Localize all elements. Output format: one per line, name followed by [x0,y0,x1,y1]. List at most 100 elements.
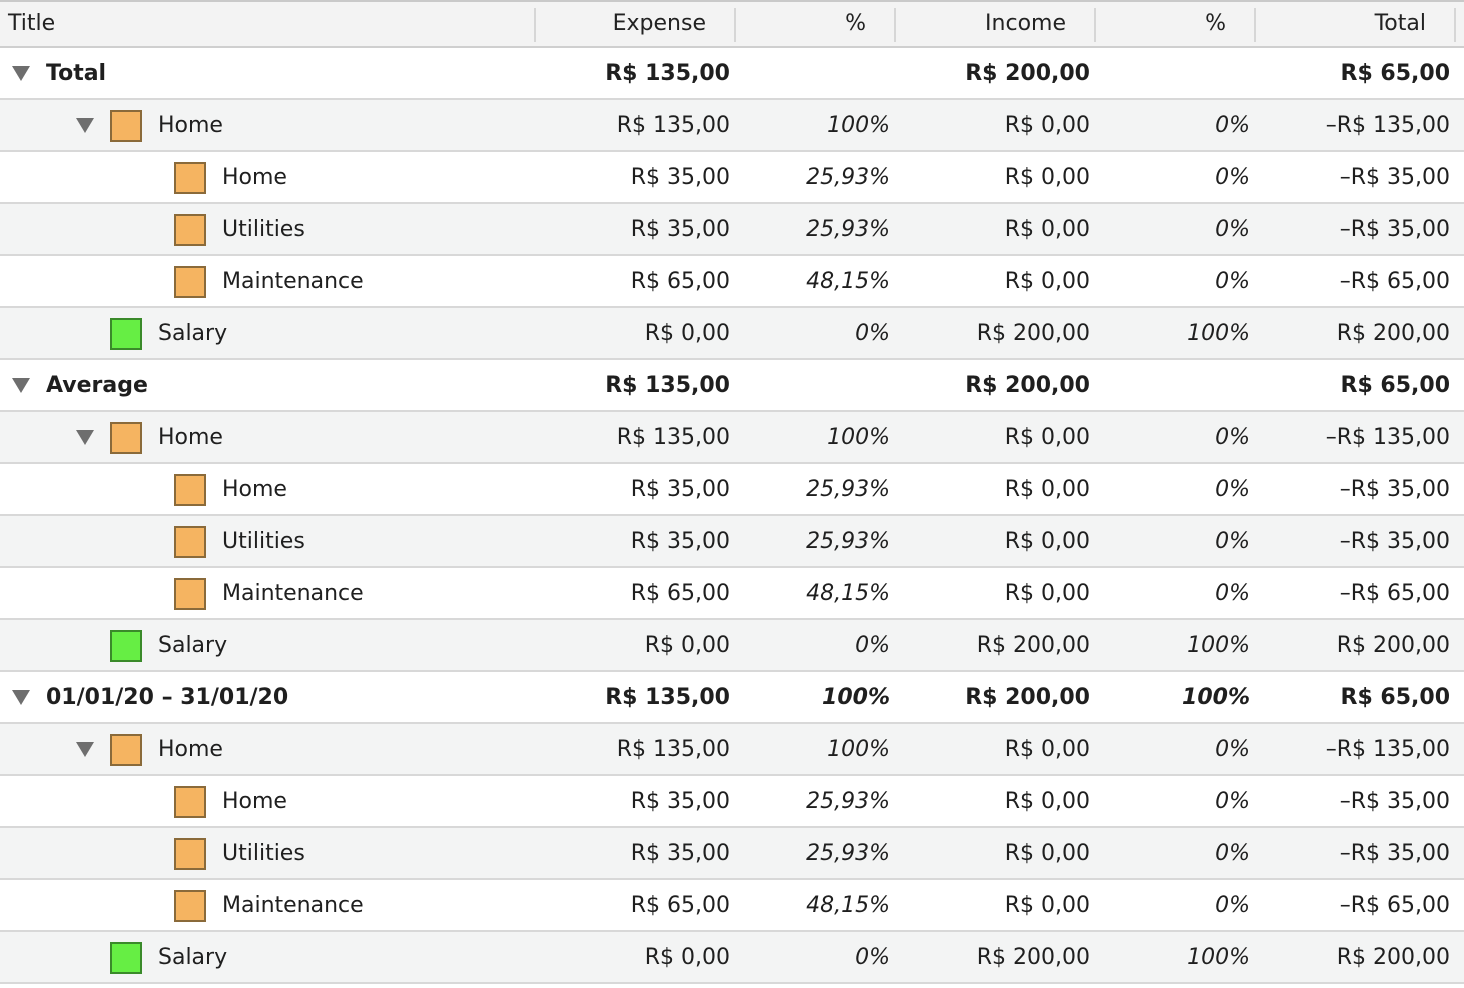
row-income-percent: 0% [1215,529,1250,554]
row-income-percent: 100% [1182,685,1250,710]
row-expense: R$ 65,00 [630,581,730,606]
outline-group-row[interactable]: Average R$ 135,00 R$ 200,00 R$ 65,00 [0,360,1464,412]
outline-row[interactable]: Home R$ 135,00 100% R$ 0,00 0% –R$ 135,00 [0,100,1464,152]
row-expense-percent: 48,15% [806,581,890,606]
row-total: R$ 65,00 [1340,685,1451,710]
outline-row[interactable]: Home R$ 135,00 100% R$ 0,00 0% –R$ 135,00 [0,724,1464,776]
row-title: Home [222,477,287,502]
row-income: R$ 0,00 [1004,217,1090,242]
row-total: –R$ 65,00 [1339,269,1450,294]
row-title: 01/01/20 – 31/01/20 [46,685,289,710]
row-income-percent: 0% [1215,789,1250,814]
column-divider[interactable] [1254,8,1256,42]
row-expense: R$ 0,00 [644,945,730,970]
row-income: R$ 200,00 [976,633,1090,658]
row-income: R$ 200,00 [976,321,1090,346]
disclosure-triangle-icon[interactable] [76,118,94,133]
row-income-percent: 0% [1215,477,1250,502]
column-header-income-percent[interactable]: % [1205,11,1226,36]
disclosure-triangle-icon[interactable] [12,66,30,81]
row-income-percent: 0% [1215,841,1250,866]
row-expense: R$ 135,00 [616,113,730,138]
outline-row[interactable]: Home R$ 35,00 25,93% R$ 0,00 0% –R$ 35,00 [0,464,1464,516]
row-expense-percent: 25,93% [806,789,890,814]
row-title: Home [222,789,287,814]
column-header-income[interactable]: Income [985,11,1066,36]
row-income: R$ 200,00 [976,945,1090,970]
column-header-expense-percent[interactable]: % [845,11,866,36]
disclosure-triangle-icon[interactable] [76,430,94,445]
category-color-swatch-icon [174,266,206,298]
row-expense-percent: 25,93% [806,217,890,242]
category-color-swatch-icon [110,318,142,350]
row-income: R$ 0,00 [1004,737,1090,762]
row-expense-percent [740,48,890,98]
outline-row[interactable]: Home R$ 35,00 25,93% R$ 0,00 0% –R$ 35,00 [0,776,1464,828]
row-title: Home [158,425,223,450]
row-expense-percent: 25,93% [806,165,890,190]
row-income: R$ 0,00 [1004,789,1090,814]
row-title: Total [46,61,107,86]
row-title: Home [222,165,287,190]
row-expense: R$ 0,00 [644,321,730,346]
row-expense-percent: 0% [855,945,890,970]
row-expense-percent: 100% [822,685,890,710]
row-title: Maintenance [222,269,364,294]
row-title: Salary [158,321,228,346]
column-divider[interactable] [734,8,736,42]
column-header-bar: Title Expense % Income % Total [0,0,1464,48]
outline-row[interactable]: Maintenance R$ 65,00 48,15% R$ 0,00 0% –R$ 65… [0,880,1464,932]
outline-group-row[interactable]: Total R$ 135,00 R$ 200,00 R$ 65,00 [0,48,1464,100]
column-header-title[interactable]: Title [8,11,56,36]
column-divider[interactable] [894,8,896,42]
row-income: R$ 0,00 [1004,581,1090,606]
row-income-percent: 0% [1215,425,1250,450]
outline-row[interactable]: Maintenance R$ 65,00 48,15% R$ 0,00 0% –R$ 65… [0,568,1464,620]
outline-row[interactable]: Salary R$ 0,00 0% R$ 200,00 100% R$ 200,00 [0,620,1464,672]
column-divider[interactable] [534,8,536,42]
row-expense-percent [740,360,890,410]
outline-row[interactable]: Utilities R$ 35,00 25,93% R$ 0,00 0% –R$ 35,0… [0,204,1464,256]
column-divider[interactable] [1094,8,1096,42]
disclosure-triangle-icon[interactable] [76,742,94,757]
category-color-swatch-icon [110,942,142,974]
row-total: –R$ 35,00 [1339,217,1450,242]
outline-row[interactable]: Salary R$ 0,00 0% R$ 200,00 100% R$ 200,00 [0,932,1464,984]
category-color-swatch-icon [174,786,206,818]
row-income-percent: 0% [1215,165,1250,190]
category-color-swatch-icon [174,526,206,558]
row-income-percent: 100% [1187,321,1250,346]
category-color-swatch-icon [174,214,206,246]
outline-row[interactable]: Utilities R$ 35,00 25,93% R$ 0,00 0% –R$ 35,0… [0,516,1464,568]
row-title: Utilities [222,841,305,866]
outline-group-row[interactable]: 01/01/20 – 31/01/20 R$ 135,00 100% R$ 200,0… [0,672,1464,724]
row-income: R$ 0,00 [1004,893,1090,918]
category-color-swatch-icon [174,838,206,870]
column-header-total[interactable]: Total [1374,11,1426,36]
column-header-expense[interactable]: Expense [612,11,706,36]
row-expense-percent: 48,15% [806,893,890,918]
disclosure-triangle-icon[interactable] [12,378,30,393]
disclosure-triangle-icon[interactable] [12,690,30,705]
row-income-percent: 100% [1187,945,1250,970]
row-expense-percent: 0% [855,633,890,658]
outline-row[interactable]: Utilities R$ 35,00 25,93% R$ 0,00 0% –R$ 35,0… [0,828,1464,880]
outline-row[interactable]: Home R$ 135,00 100% R$ 0,00 0% –R$ 135,00 [0,412,1464,464]
row-title: Home [158,737,223,762]
outline-row[interactable]: Maintenance R$ 65,00 48,15% R$ 0,00 0% –R$ 65… [0,256,1464,308]
outline-row[interactable]: Home R$ 35,00 25,93% R$ 0,00 0% –R$ 35,00 [0,152,1464,204]
row-total: –R$ 65,00 [1339,893,1450,918]
row-income-percent [1100,48,1250,98]
row-title: Utilities [222,217,305,242]
column-divider[interactable] [1454,8,1456,42]
row-title: Salary [158,633,228,658]
row-expense-percent: 25,93% [806,477,890,502]
row-expense: R$ 135,00 [605,685,730,710]
row-expense: R$ 135,00 [616,737,730,762]
row-expense-percent: 25,93% [806,529,890,554]
row-total: R$ 200,00 [1336,321,1450,346]
row-expense: R$ 35,00 [630,841,730,866]
category-color-swatch-icon [174,162,206,194]
outline-row[interactable]: Salary R$ 0,00 0% R$ 200,00 100% R$ 200,00 [0,308,1464,360]
